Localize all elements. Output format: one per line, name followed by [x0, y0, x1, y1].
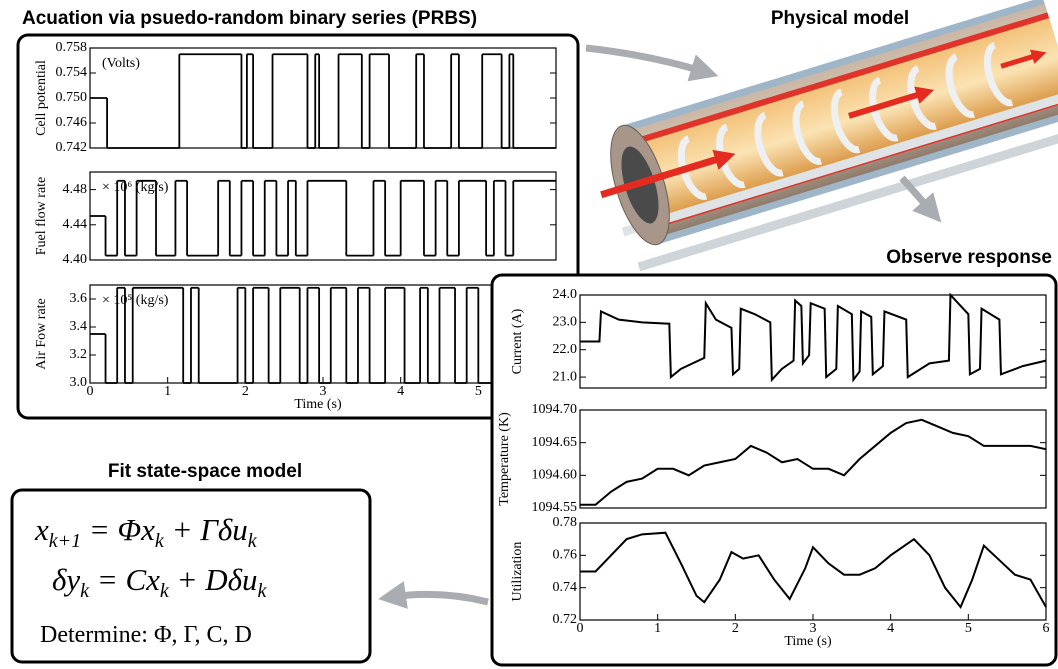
x-tick-label: 5: [965, 621, 972, 636]
equation-subscript: k: [154, 530, 164, 553]
flow-arrow: [848, 86, 935, 119]
equation-term: δy: [52, 562, 81, 597]
y-tick-label: 1094.65: [532, 435, 578, 450]
process-arrows: [378, 44, 942, 609]
y-tick-label: 0.754: [56, 65, 88, 80]
x-tick-label: 2: [242, 384, 249, 399]
y-tick-label: 0.746: [56, 115, 88, 130]
x-tick-label: 5: [475, 384, 482, 399]
equation-term: = Cx: [89, 562, 160, 597]
equation-term: + Dδu: [168, 562, 258, 597]
pipe: [621, 90, 1058, 237]
equation-subscript: k: [257, 580, 267, 603]
x-axis-label: Time (s): [294, 397, 342, 412]
y-tick-label: 3.0: [70, 375, 88, 390]
unit-annotation: × 10⁶ (kg/s): [102, 180, 169, 195]
x-tick-label: 3: [810, 621, 817, 636]
y-axis-label: Utilization: [510, 542, 525, 602]
y-tick-label: 0.72: [553, 612, 578, 627]
plot-frame: [579, 409, 1047, 509]
x-tick-label: 6: [1043, 621, 1050, 636]
fit-title: Fit state-space model: [108, 461, 302, 482]
arrow: [585, 44, 719, 82]
y-tick-label: 1094.70: [532, 402, 578, 417]
response-line: [580, 418, 1047, 506]
physical-title: Physical model: [771, 8, 909, 29]
y-tick-label: 0.74: [553, 580, 578, 595]
flow-arrow: [1000, 49, 1047, 69]
x-tick-label: 4: [397, 384, 404, 399]
y-tick-label: 4.40: [63, 252, 88, 267]
x-tick-label: 1: [164, 384, 171, 399]
equation: δyk = Cxk + Dδuk: [52, 562, 266, 603]
observe-title: Observe response: [886, 247, 1052, 268]
y-tick-label: 0.758: [56, 40, 88, 55]
y-tick-label: 1094.55: [532, 500, 578, 515]
equation-subscript: k: [159, 580, 169, 603]
y-tick-label: 4.44: [63, 217, 88, 232]
arrow: [899, 175, 942, 223]
equation: xk+1 = Φxk + Γδuk: [35, 512, 257, 553]
y-tick-label: 0.78: [553, 515, 578, 530]
y-tick-label: 1094.60: [532, 468, 578, 483]
physical-model-illustration: [600, 0, 1058, 272]
y-axis-label: Temperature (K): [497, 412, 512, 506]
y-axis-label: Cell potential: [34, 60, 49, 136]
y-tick-label: 3.2: [70, 347, 88, 362]
actuation-panel: [16, 33, 580, 420]
y-tick-label: 24.0: [553, 287, 578, 302]
x-tick-label: 0: [87, 384, 94, 399]
equation-term: = Φx: [81, 512, 155, 547]
y-tick-label: 0.750: [56, 90, 88, 105]
unit-annotation: × 10⁵ (kg/s): [102, 293, 169, 308]
y-axis-label: Air Fow rate: [34, 298, 49, 370]
y-tick-label: 21.0: [553, 369, 578, 384]
stripe: [626, 12, 1050, 147]
y-axis-label: Fuel flow rate: [34, 177, 49, 256]
unit-annotation: (Volts): [102, 56, 140, 71]
x-tick-label: 2: [732, 621, 739, 636]
core: [628, 18, 1058, 224]
pipe: [637, 126, 1058, 272]
y-tick-label: 22.0: [553, 342, 578, 357]
y-tick-label: 0.742: [56, 140, 88, 155]
y-tick-label: 3.6: [70, 291, 88, 306]
y-tick-label: 3.4: [70, 319, 88, 334]
y-axis-label: Current (A): [510, 308, 525, 374]
y-tick-label: 4.48: [63, 182, 88, 197]
x-tick-label: 4: [887, 621, 894, 636]
x-tick-label: 1: [654, 621, 661, 636]
x-axis-label: Time (s): [784, 634, 832, 649]
arrow: [378, 581, 489, 609]
model-panel: [10, 488, 372, 664]
response-line: [580, 531, 1047, 610]
equation-term: x: [35, 512, 49, 547]
determine: Determine: Φ, Γ, C, D: [40, 622, 252, 648]
x-tick-label: 3: [320, 384, 327, 399]
y-tick-label: 0.76: [553, 548, 578, 563]
equation-subscript: k: [80, 580, 90, 603]
x-tick-label: 0: [577, 621, 584, 636]
response-line: [580, 292, 1047, 383]
equation-subscript: k: [247, 530, 257, 553]
equation-term: + Γδu: [163, 512, 248, 547]
y-tick-label: 23.0: [553, 315, 578, 330]
flow-arrow: [600, 149, 736, 199]
equation-subscript: k+1: [48, 530, 82, 553]
actuation-title: Acuation via psuedo-random binary series…: [22, 8, 477, 29]
